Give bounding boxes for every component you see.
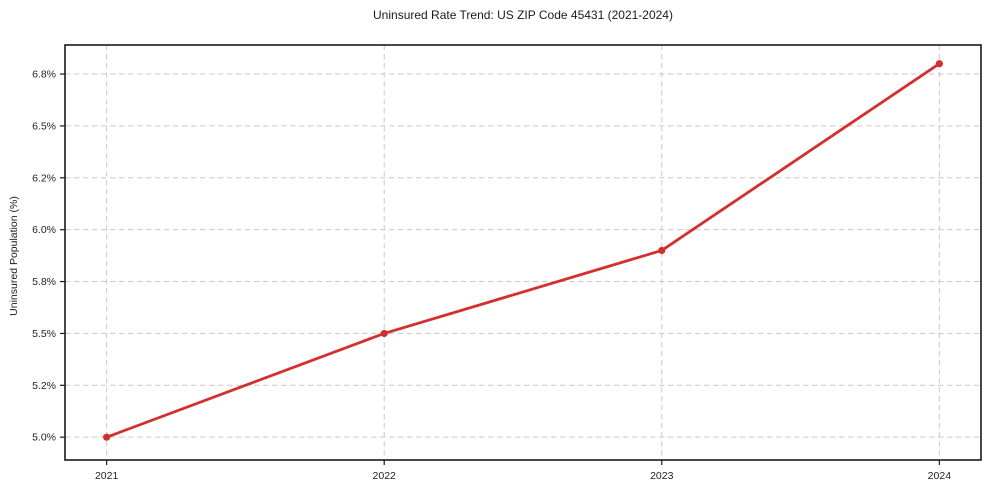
trend-line <box>105 62 941 439</box>
y-tick-label: 6.2% <box>32 172 56 184</box>
chart-title: Uninsured Rate Trend: US ZIP Code 45431 … <box>373 8 673 22</box>
y-tick-label: 5.8% <box>32 276 56 288</box>
y-tick-label: 6.8% <box>32 69 56 81</box>
data-point-marker <box>658 246 666 255</box>
x-tick-label: 2024 <box>928 470 952 482</box>
plot-border <box>64 44 982 461</box>
data-point-marker <box>380 329 388 338</box>
y-tick-label: 6.5% <box>32 120 56 132</box>
y-tick-label: 6.0% <box>32 224 56 236</box>
x-tick-label: 2021 <box>95 470 119 482</box>
x-tick-label: 2023 <box>650 470 674 482</box>
data-point-marker <box>935 60 943 68</box>
x-tick-label: 2022 <box>373 470 397 482</box>
data-point-marker <box>103 433 111 441</box>
y-tick-label: 5.2% <box>32 380 56 392</box>
y-tick-label: 5.0% <box>32 432 56 444</box>
y-tick-label: 5.5% <box>32 328 56 340</box>
